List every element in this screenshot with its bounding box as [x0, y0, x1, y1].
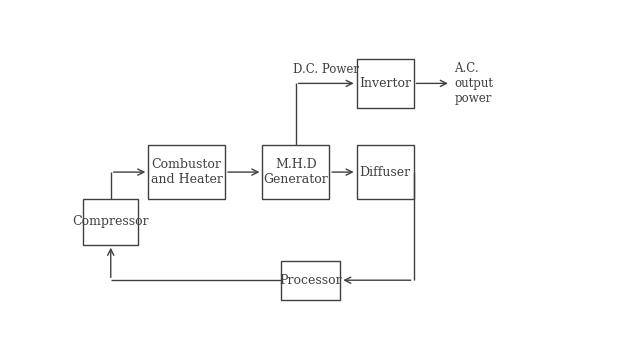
Text: Combustor
and Heater: Combustor and Heater [150, 158, 223, 186]
FancyBboxPatch shape [281, 261, 340, 300]
Text: Diffuser: Diffuser [360, 166, 411, 179]
Text: Invertor: Invertor [359, 77, 411, 90]
Text: Compressor: Compressor [72, 216, 149, 229]
Text: A.C.
output
power: A.C. output power [454, 62, 493, 105]
Text: M.H.D
Generator: M.H.D Generator [264, 158, 328, 186]
Text: D.C. Power: D.C. Power [293, 63, 359, 76]
Text: Processor: Processor [279, 274, 342, 287]
FancyBboxPatch shape [356, 59, 413, 108]
FancyBboxPatch shape [83, 199, 138, 245]
FancyBboxPatch shape [262, 145, 329, 199]
FancyBboxPatch shape [356, 145, 413, 199]
FancyBboxPatch shape [148, 145, 225, 199]
